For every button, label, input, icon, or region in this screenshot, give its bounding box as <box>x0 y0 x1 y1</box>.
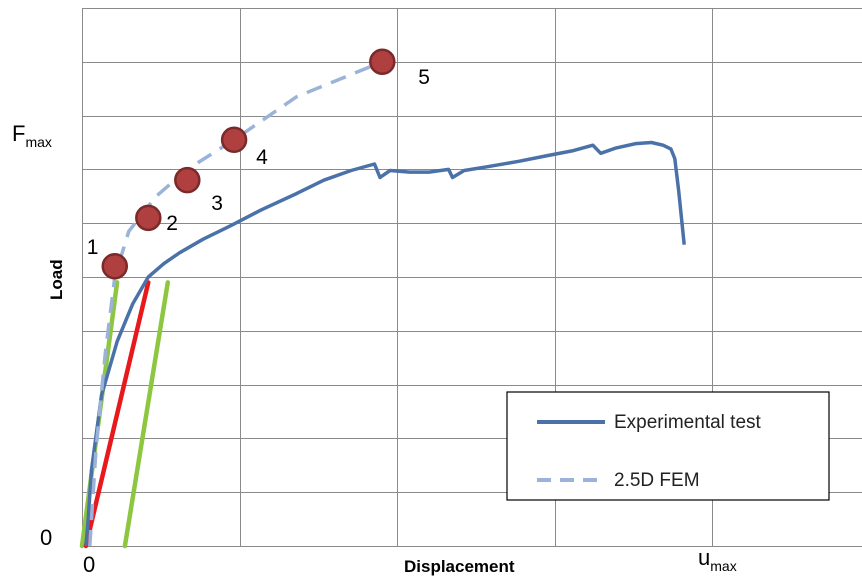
legend-label-fem: 2.5D FEM <box>614 470 700 491</box>
legend-label-experimental: Experimental test <box>614 412 762 433</box>
marker-point-2 <box>135 204 162 232</box>
y-axis-title: Load <box>47 259 66 300</box>
marker-label-5: 5 <box>418 66 430 89</box>
x-tick-umax-main: u <box>698 545 710 570</box>
reference-line-3 <box>122 280 171 549</box>
marker-points: 1 2 3 4 5 <box>87 48 430 280</box>
axis-labels: 0 0 Fmax umax Displacement Load <box>12 121 737 577</box>
marker-label-3: 3 <box>211 192 223 215</box>
marker-point-4 <box>220 126 248 154</box>
marker-point-3 <box>174 166 201 194</box>
x-tick-umax-sub: max <box>710 558 736 574</box>
x-tick-origin: 0 <box>83 552 95 577</box>
marker-label-4: 4 <box>256 146 268 169</box>
marker-point-1 <box>101 252 129 280</box>
marker-label-2: 2 <box>166 212 178 235</box>
y-tick-fmax-sub: max <box>25 134 51 150</box>
y-tick-origin: 0 <box>40 525 52 550</box>
x-tick-umax: umax <box>698 545 737 574</box>
y-tick-fmax-main: F <box>12 121 25 146</box>
x-axis-title: Displacement <box>404 557 515 576</box>
y-tick-fmax: Fmax <box>12 121 52 150</box>
series-line-experimental <box>84 140 686 547</box>
reference-line-2 <box>83 280 151 549</box>
grid-lines <box>82 8 862 547</box>
marker-label-1: 1 <box>87 236 99 259</box>
legend: Experimental test 2.5D FEM <box>506 391 830 501</box>
marker-point-5 <box>369 48 396 76</box>
